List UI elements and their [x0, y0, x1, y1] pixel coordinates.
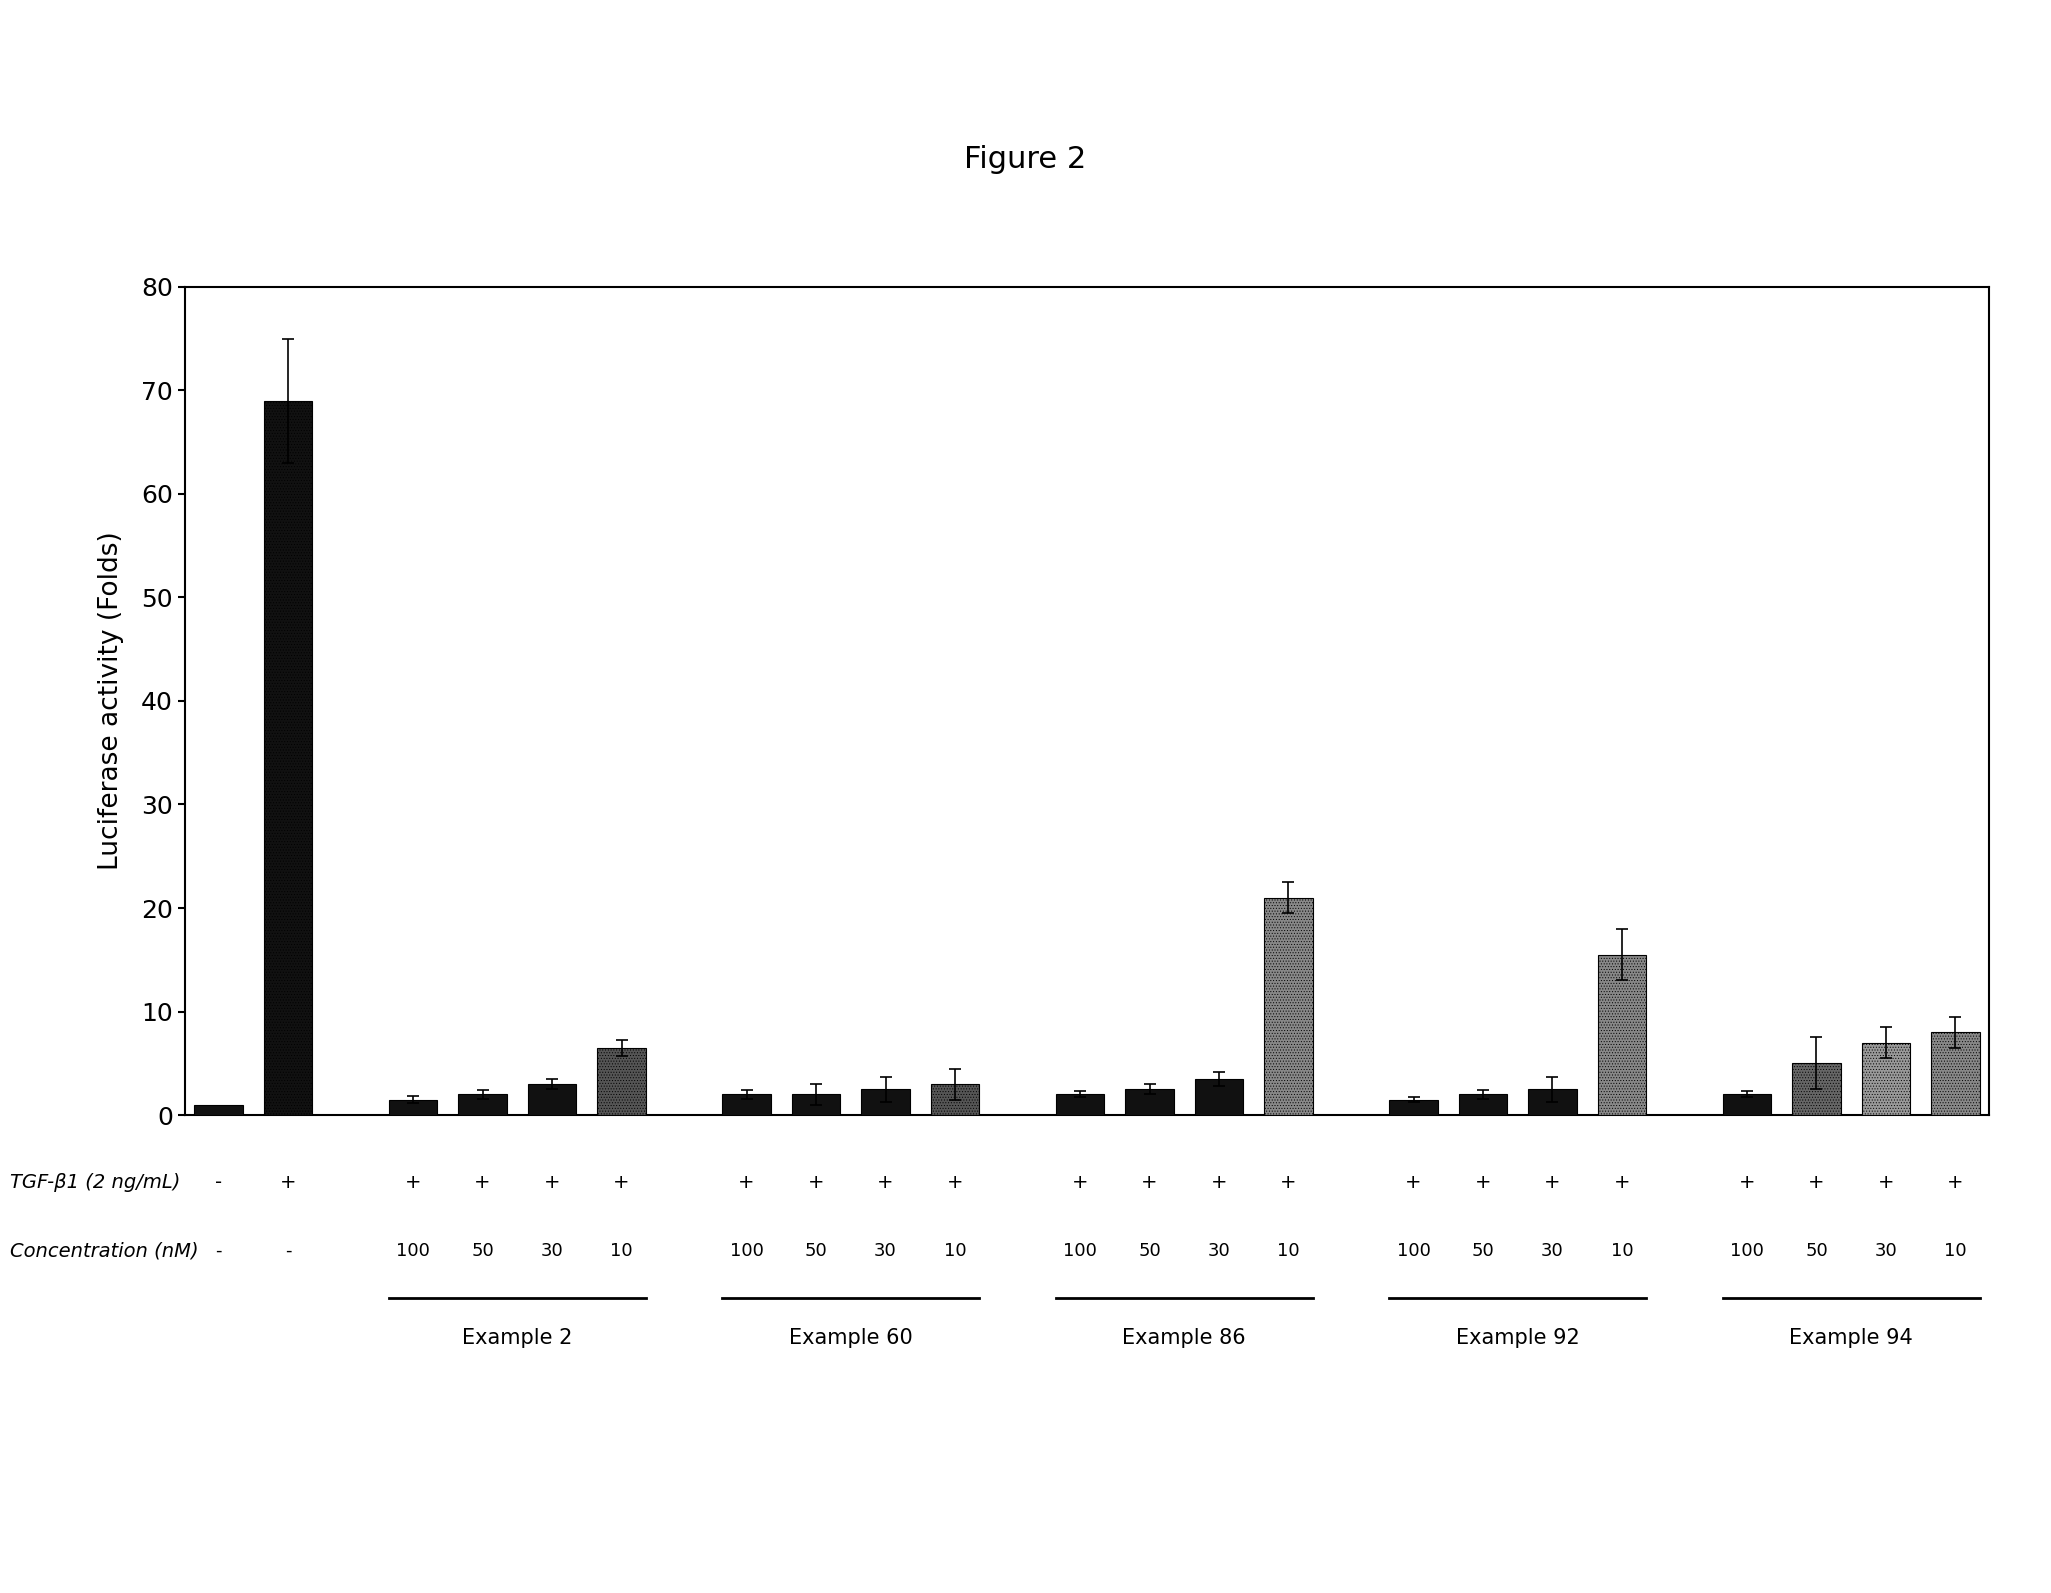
Text: Example 86: Example 86 — [1122, 1329, 1247, 1348]
Text: -: - — [215, 1172, 222, 1192]
Text: 30: 30 — [874, 1241, 896, 1260]
Text: +: + — [1946, 1172, 1963, 1192]
Text: +: + — [808, 1172, 825, 1192]
Text: +: + — [738, 1172, 755, 1192]
Text: 100: 100 — [730, 1241, 763, 1260]
Text: Example 94: Example 94 — [1788, 1329, 1914, 1348]
Bar — [1793, 1064, 1842, 1115]
Text: Example 92: Example 92 — [1456, 1329, 1579, 1348]
Text: 10: 10 — [1610, 1241, 1633, 1260]
Bar — [722, 1094, 771, 1115]
Text: +: + — [1614, 1172, 1631, 1192]
Bar — [861, 1090, 911, 1115]
Bar — [1196, 1078, 1243, 1115]
Text: +: + — [474, 1172, 490, 1192]
Text: 10: 10 — [943, 1241, 966, 1260]
Text: 10: 10 — [1944, 1241, 1967, 1260]
Text: 10: 10 — [611, 1241, 634, 1260]
Bar — [1389, 1099, 1438, 1115]
Text: 100: 100 — [1731, 1241, 1764, 1260]
Text: +: + — [1073, 1172, 1089, 1192]
Text: +: + — [1544, 1172, 1561, 1192]
Text: Example 60: Example 60 — [790, 1329, 913, 1348]
Text: +: + — [1140, 1172, 1159, 1192]
Bar — [457, 1094, 507, 1115]
Bar — [1056, 1094, 1103, 1115]
Bar — [1862, 1043, 1909, 1115]
Y-axis label: Luciferase activity (Folds): Luciferase activity (Folds) — [98, 532, 125, 870]
Bar — [597, 1048, 646, 1115]
Bar — [195, 1106, 242, 1115]
Text: -: - — [285, 1241, 291, 1260]
Text: +: + — [544, 1172, 560, 1192]
Text: +: + — [1739, 1172, 1756, 1192]
Text: 100: 100 — [1397, 1241, 1430, 1260]
Text: 50: 50 — [804, 1241, 827, 1260]
Text: 100: 100 — [396, 1241, 431, 1260]
Text: 30: 30 — [1540, 1241, 1563, 1260]
Bar — [1126, 1090, 1173, 1115]
Text: -: - — [215, 1241, 222, 1260]
Text: +: + — [613, 1172, 630, 1192]
Text: +: + — [1210, 1172, 1226, 1192]
Text: 50: 50 — [1805, 1241, 1827, 1260]
Text: 100: 100 — [1062, 1241, 1097, 1260]
Text: +: + — [1475, 1172, 1491, 1192]
Bar — [1458, 1094, 1507, 1115]
Bar — [1528, 1090, 1577, 1115]
Text: +: + — [404, 1172, 420, 1192]
Text: Concentration (nM): Concentration (nM) — [10, 1241, 199, 1260]
Text: +: + — [1405, 1172, 1421, 1192]
Text: 50: 50 — [1473, 1241, 1495, 1260]
Bar — [527, 1083, 576, 1115]
Text: TGF-β1 (2 ng/mL): TGF-β1 (2 ng/mL) — [10, 1172, 180, 1192]
Text: +: + — [279, 1172, 295, 1192]
Text: 30: 30 — [1875, 1241, 1897, 1260]
Bar — [390, 1099, 437, 1115]
Text: Example 2: Example 2 — [461, 1329, 572, 1348]
Bar — [1263, 897, 1313, 1115]
Text: Figure 2: Figure 2 — [964, 145, 1087, 174]
Text: 30: 30 — [541, 1241, 564, 1260]
Bar — [1598, 954, 1647, 1115]
Text: +: + — [1879, 1172, 1895, 1192]
Text: 50: 50 — [472, 1241, 494, 1260]
Text: +: + — [878, 1172, 894, 1192]
Bar — [1723, 1094, 1772, 1115]
Text: +: + — [1809, 1172, 1825, 1192]
Text: +: + — [948, 1172, 964, 1192]
Text: +: + — [1280, 1172, 1296, 1192]
Bar — [931, 1083, 978, 1115]
Bar — [265, 400, 312, 1115]
Text: 10: 10 — [1278, 1241, 1300, 1260]
Text: 30: 30 — [1208, 1241, 1231, 1260]
Text: 50: 50 — [1138, 1241, 1161, 1260]
Bar — [792, 1094, 841, 1115]
Bar — [1932, 1032, 1979, 1115]
